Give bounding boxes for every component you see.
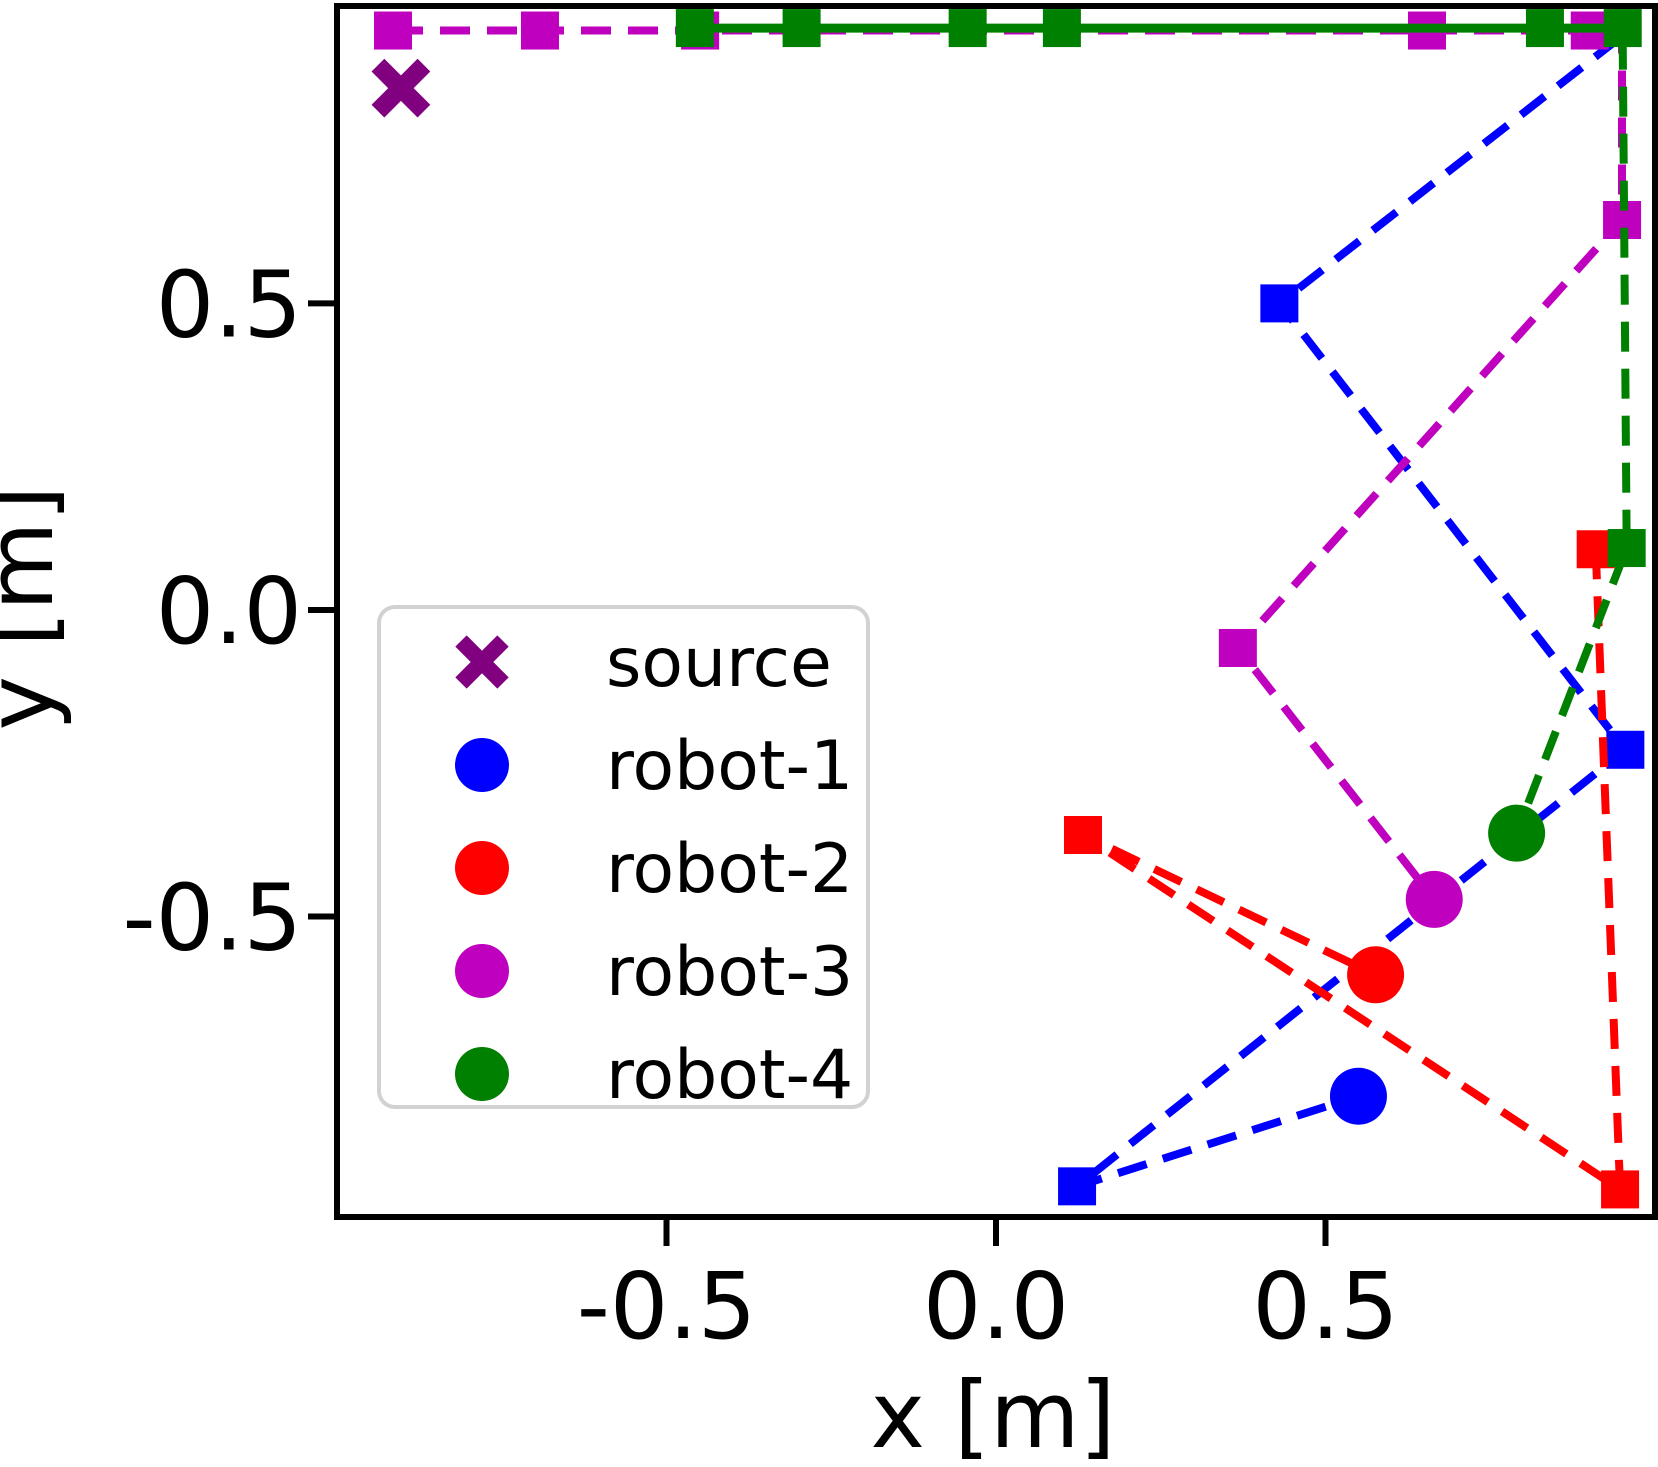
legend-entry-robot-1: robot-1 xyxy=(455,727,853,806)
robot-4-waypoint-marker xyxy=(782,9,821,48)
robot-2-trajectory xyxy=(1063,530,1640,1209)
robot-1-waypoint-marker xyxy=(1058,1167,1097,1206)
robot-3-waypoint-marker xyxy=(1218,628,1257,667)
legend-entry-robot-2: robot-2 xyxy=(455,830,853,909)
robot-4-planned-path xyxy=(1512,39,1631,835)
x-axis-label: x [m] xyxy=(870,1362,1115,1467)
legend-circle-icon xyxy=(455,1047,509,1101)
robot-4-waypoint-marker xyxy=(1525,9,1564,48)
legend-entry-label: robot-1 xyxy=(606,727,853,806)
legend-circle-icon xyxy=(455,738,509,792)
robot-4-waypoint-marker xyxy=(1607,529,1646,568)
legend: source robot-1 robot-2 robot-3 robot-4 xyxy=(377,605,870,1115)
axes-spines xyxy=(334,3,1658,1220)
x-axis: -0.5 0.0 0.5 xyxy=(577,1220,1399,1360)
legend-entry-robot-4: robot-4 xyxy=(455,1036,853,1115)
legend-entry-label: robot-3 xyxy=(606,933,853,1012)
robot-1-waypoint-marker xyxy=(1260,284,1299,323)
legend-entry-source: source xyxy=(455,624,832,703)
source-marker xyxy=(371,58,431,118)
x-tick-label: -0.5 xyxy=(577,1253,757,1360)
robot-2-waypoint-marker xyxy=(1063,815,1102,854)
x-tick-label: 0.5 xyxy=(1252,1253,1398,1360)
robot-1-position-marker xyxy=(1329,1067,1387,1125)
robot-3-waypoint-marker xyxy=(374,11,413,50)
robot-2-planned-path xyxy=(1080,549,1625,1198)
robot-2-position-marker xyxy=(1347,946,1405,1004)
legend-entry-label: robot-2 xyxy=(606,830,853,909)
y-tick-label: -0.5 xyxy=(122,865,302,972)
robot-2-waypoint-marker xyxy=(1601,1170,1640,1209)
robot-3-position-marker xyxy=(1405,870,1463,928)
y-axis-label: y [m] xyxy=(0,485,74,730)
x-tick-label: 0.0 xyxy=(923,1253,1069,1360)
legend-entry-robot-3: robot-3 xyxy=(455,933,853,1012)
robot-4-waypoint-marker xyxy=(1603,9,1642,48)
robot-4-waypoint-marker xyxy=(675,9,714,48)
y-tick-label: 0.5 xyxy=(156,251,302,358)
legend-entry-label: robot-4 xyxy=(606,1036,853,1115)
robot-4-position-marker xyxy=(1488,804,1546,862)
legend-source-x-icon xyxy=(455,635,509,689)
y-tick-label: 0.0 xyxy=(156,558,302,665)
legend-circle-icon xyxy=(455,944,509,998)
robot-3-waypoint-marker xyxy=(520,11,559,50)
robot-1-trajectory xyxy=(1058,35,1645,1206)
legend-entry-label: source xyxy=(606,624,832,703)
robot-4-trajectory xyxy=(675,9,1646,862)
robot-4-waypoint-marker xyxy=(1042,9,1081,48)
y-axis: 0.5 0.0 -0.5 xyxy=(122,251,334,972)
robot-4-waypoint-marker xyxy=(948,9,987,48)
robot-1-waypoint-marker xyxy=(1606,730,1645,769)
legend-circle-icon xyxy=(455,841,509,895)
